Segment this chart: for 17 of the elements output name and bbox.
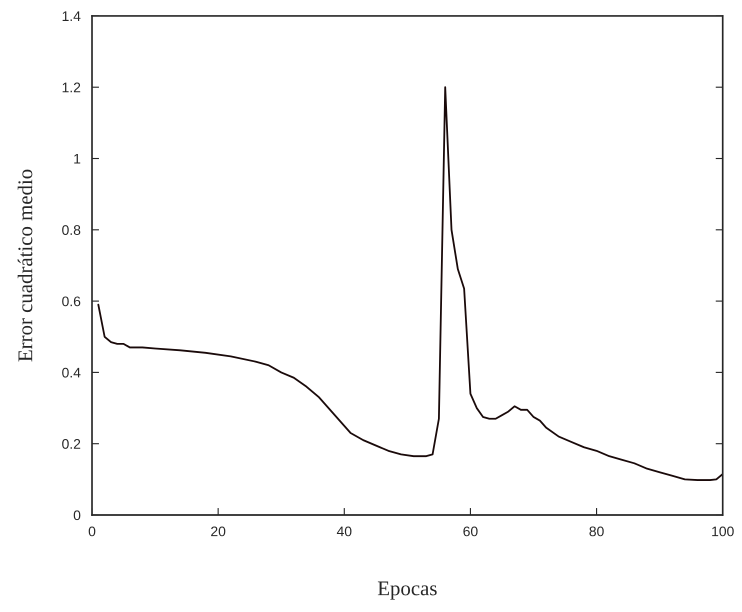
x-tick-label: 100 <box>712 526 734 536</box>
y-tick-label: 0.6 <box>62 296 80 306</box>
y-tick-label: 0 <box>74 510 80 520</box>
y-tick-label: 1 <box>74 154 80 164</box>
y-tick-label: 0.4 <box>62 368 80 378</box>
x-tick-label: 20 <box>211 526 226 536</box>
y-tick-label: 0.8 <box>62 225 80 235</box>
x-tick-label: 80 <box>589 526 604 536</box>
y-tick-label: 1.4 <box>62 11 80 21</box>
x-tick-label: 40 <box>336 526 352 536</box>
y-tick-label: 1.2 <box>62 82 80 92</box>
x-tick-label: 60 <box>463 526 478 536</box>
x-axis-title: Epocas <box>378 582 437 600</box>
line-series <box>97 86 723 481</box>
x-tick-label: 0 <box>88 526 96 536</box>
y-axis-title: Error cuadrático medio <box>18 170 32 362</box>
y-tick-label: 0.2 <box>62 439 80 449</box>
